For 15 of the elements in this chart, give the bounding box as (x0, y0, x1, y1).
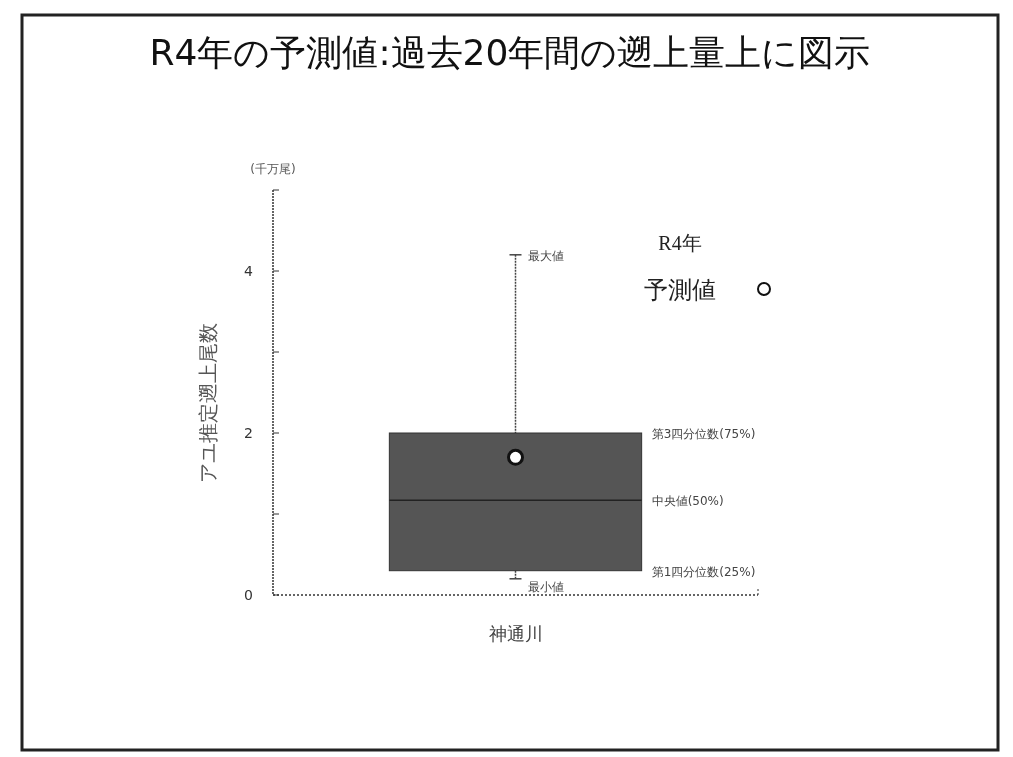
y-axis-title: アユ推定遡上尾数 (196, 322, 220, 483)
legend: R4年 予測値 (644, 232, 771, 304)
annotation: 中央値(50%) (651, 494, 724, 509)
y-tick-label: 4 (244, 263, 254, 279)
annotation: 最小値 (527, 579, 564, 594)
text: (千万尾) (250, 162, 296, 176)
annotation: 第3四分位数(75%) (651, 427, 756, 441)
legend-title: R4年 (658, 232, 702, 254)
chart-title: R4年の予測値:過去20年間の遡上量上に図示 (149, 32, 871, 73)
annotation: 第1四分位数(25%) (651, 564, 756, 579)
x-tick-label: 神通川 (488, 623, 543, 644)
y-tick-label: 0 (244, 587, 253, 603)
annotation: 最大値 (527, 248, 564, 263)
legend-label: 予測値 (644, 276, 716, 304)
y-tick-label: 2 (244, 425, 253, 441)
